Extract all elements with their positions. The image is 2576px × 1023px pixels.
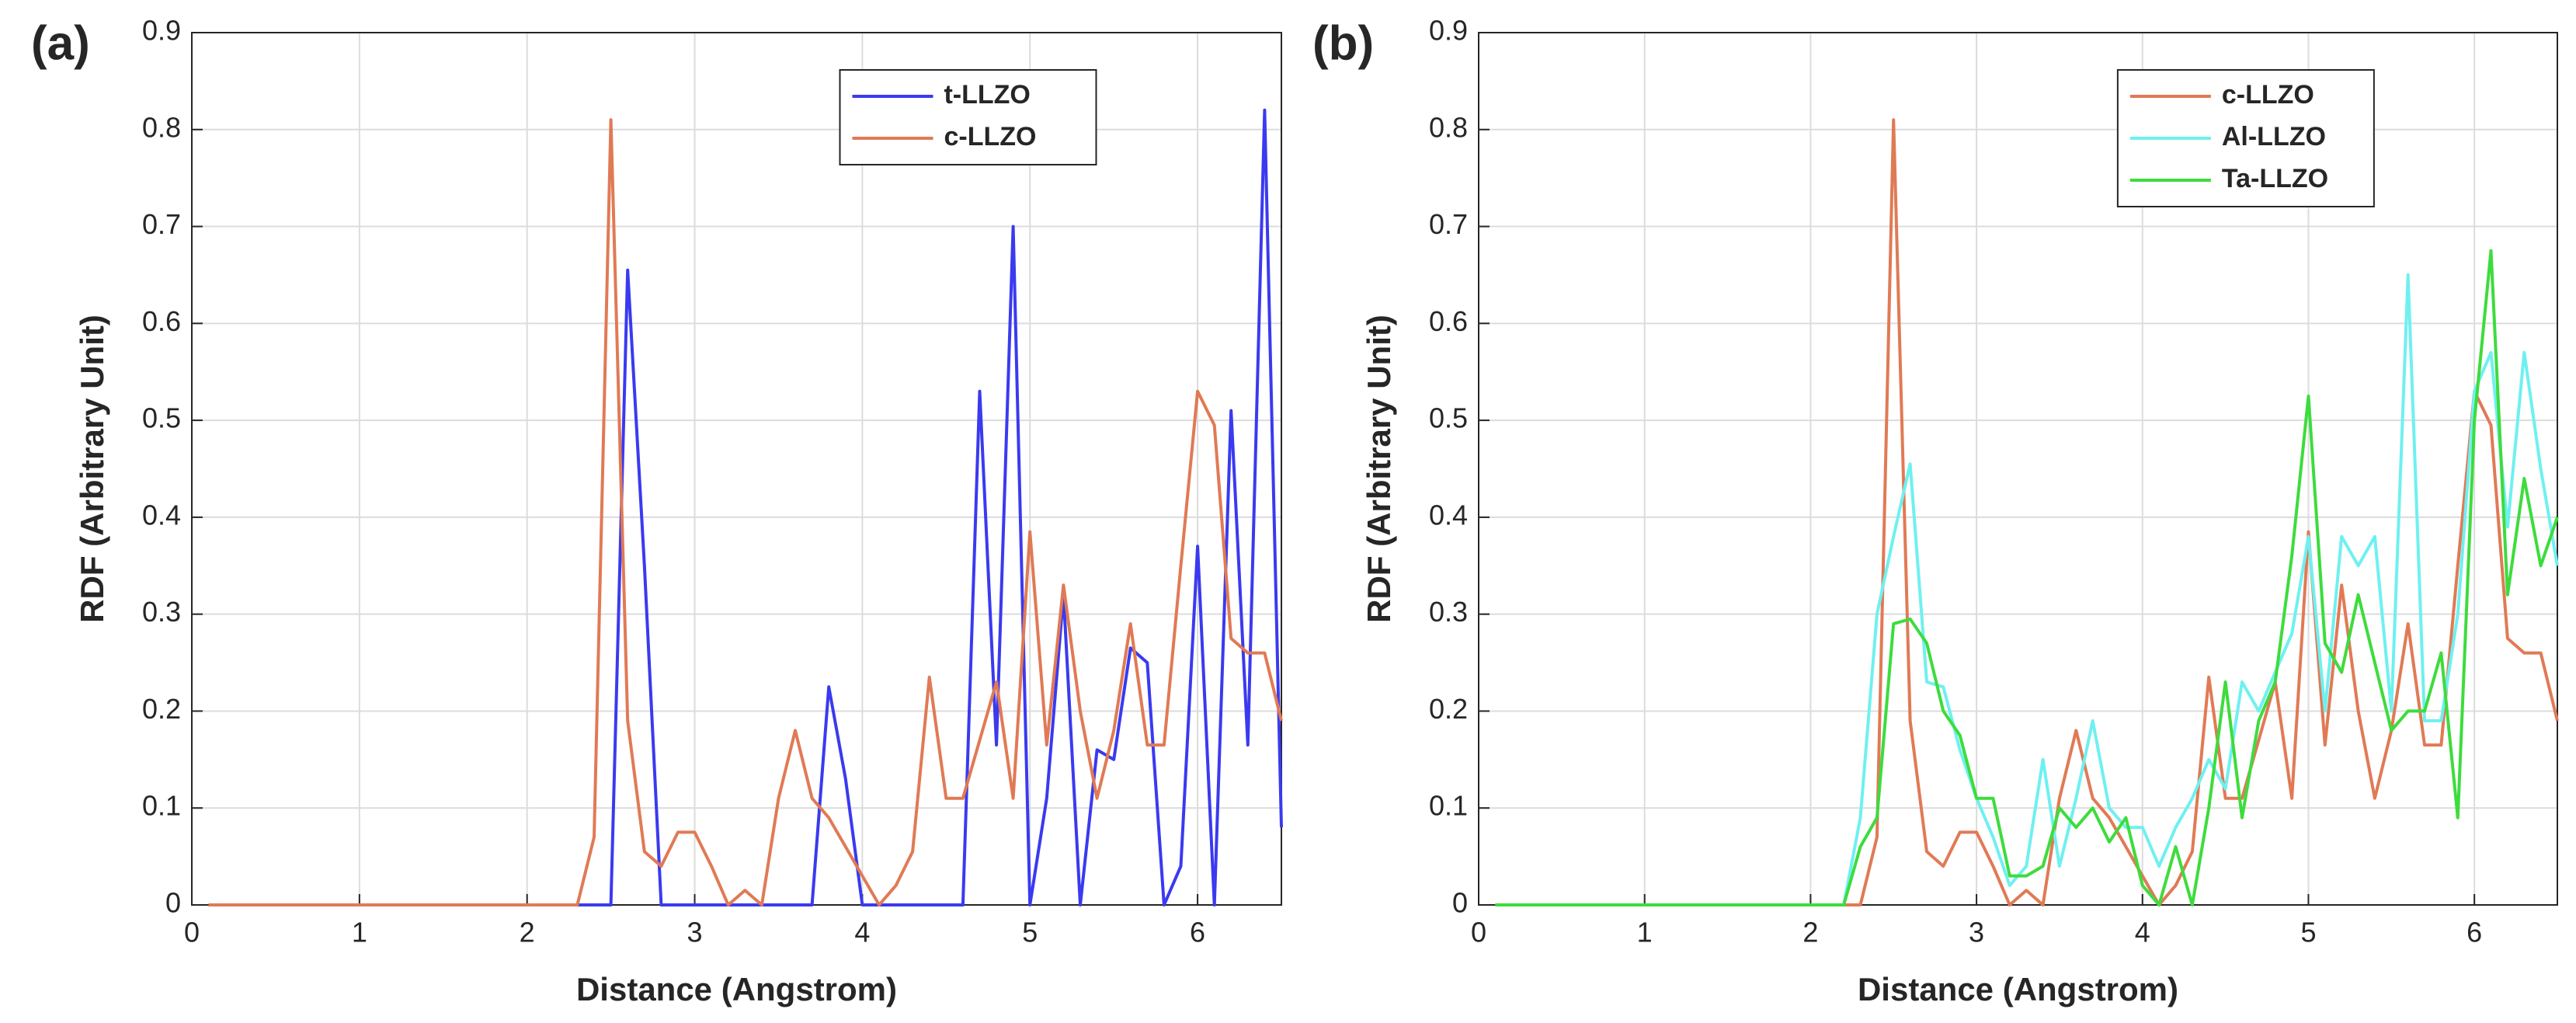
panel: (a) 0 0.1 0.2 0.3 0.4 0.5 0.6 0.7 0.8 0.9 0 1 2 3 4 5 6 Di… [31,15,1283,1007]
y-tick-label: 0.8 [142,111,181,143]
legend-label: Al-LLZO [2222,122,2326,151]
y-tick-label: 0.6 [142,305,181,337]
x-axis-label: Distance (Angstrom) [576,971,897,1007]
x-tick-label: 6 [2466,917,2482,948]
y-tick-label: 0.5 [142,402,181,434]
x-tick-label: 2 [520,917,535,948]
plot-area [192,33,1281,905]
x-tick-label: 3 [687,917,703,948]
y-tick-label: 0.8 [1429,111,1468,143]
y-tick-label: 0 [1452,887,1468,919]
x-tick-label: 2 [1803,917,1818,948]
y-tick-label: 0.7 [1429,208,1468,240]
y-tick-label: 0.9 [1429,15,1468,47]
legend: t-LLZO c-LLZO [839,69,1097,165]
y-tick-label: 0.3 [142,596,181,628]
x-tick-label: 4 [2135,917,2150,948]
y-axis-label: RDF (Arbitrary Unit) [1361,315,1397,623]
x-tick-label: 4 [854,917,870,948]
data-line [1495,249,2559,906]
x-tick-label: 6 [1190,917,1205,948]
x-tick-label: 0 [184,917,200,948]
y-tick-label: 0.1 [1429,790,1468,822]
y-tick-label: 0.2 [142,693,181,725]
y-tick-label: 0.4 [142,499,181,531]
y-tick-label: 0.9 [142,15,181,47]
y-tick-label: 0.4 [1429,499,1468,531]
legend-label: c-LLZO [944,122,1036,151]
legend-box [839,69,1097,165]
panel-label: (b) [1312,16,1374,70]
legend: c-LLZO Al-LLZO Ta-LLZO [2116,69,2375,207]
legend-label: Ta-LLZO [2222,164,2328,193]
plot-frame [1478,32,2558,906]
y-tick-label: 0.3 [1429,596,1468,628]
plot-area [1479,33,2557,905]
x-tick-label: 0 [1471,917,1486,948]
y-tick-label: 0.1 [142,790,181,822]
y-tick-label: 0 [165,887,181,919]
panel-label: (a) [31,16,90,70]
x-tick-label: 5 [1022,917,1038,948]
y-tick-label: 0.2 [1429,693,1468,725]
y-tick-label: 0.6 [1429,305,1468,337]
x-tick-label: 1 [352,917,367,948]
y-tick-label: 0.7 [142,208,181,240]
panel: (b) 0 0.1 0.2 0.3 0.4 0.5 0.6 0.7 0.8 0.9 0 1 2 3 4 5 6 Di… [1312,15,2559,1007]
y-tick-label: 0.5 [1429,402,1468,434]
x-tick-label: 1 [1637,917,1653,948]
x-tick-label: 3 [1969,917,1984,948]
legend-label: t-LLZO [944,80,1030,110]
legend-label: c-LLZO [2222,80,2314,110]
x-tick-label: 5 [2300,917,2316,948]
y-axis-label: RDF (Arbitrary Unit) [74,315,110,623]
x-axis-label: Distance (Angstrom) [1858,971,2178,1007]
data-line [208,118,1283,906]
